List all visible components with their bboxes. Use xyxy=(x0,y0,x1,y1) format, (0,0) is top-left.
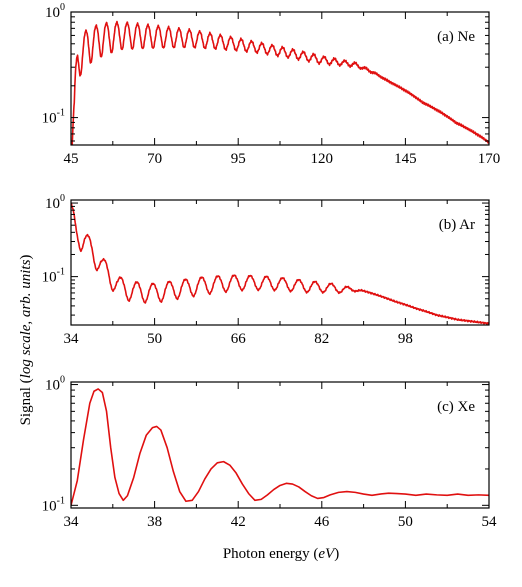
x-tick-label-xe: 50 xyxy=(398,514,413,530)
plot-frame-xe xyxy=(70,381,490,509)
y-tick-label-xe: 100 xyxy=(45,375,65,394)
y-tick-label-ar: 100 xyxy=(45,193,65,212)
panel-ar: 34 50 66 82 98 100 10-1 (b) Ar xyxy=(42,193,490,347)
panel-ne: 45 70 95 120 145 170 100 10-1 (a) Ne xyxy=(42,2,501,167)
x-tick-label-ne: 70 xyxy=(147,151,162,167)
x-tick-label-ar: 98 xyxy=(398,331,413,347)
x-tick-label-ar: 34 xyxy=(64,331,80,347)
x-tick-label-ne: 170 xyxy=(478,151,501,167)
panel-label-xe: (c) Xe xyxy=(437,399,475,415)
y-tick-label-ne: 10-1 xyxy=(42,108,65,127)
x-tick-label-ne: 145 xyxy=(394,151,417,167)
y-axis-title: Signal (log scale, arb. units) xyxy=(18,255,34,426)
x-tick-label-ar: 82 xyxy=(314,331,329,347)
x-tick-label-ne: 120 xyxy=(311,151,334,167)
series-line-ar xyxy=(71,202,489,325)
x-tick-label-xe: 38 xyxy=(147,514,162,530)
x-tick-label-xe: 42 xyxy=(231,514,246,530)
y-tick-label-ar: 10-1 xyxy=(42,267,65,286)
series-line-xe xyxy=(71,388,489,506)
x-tick-label-xe: 54 xyxy=(482,514,498,530)
x-tick-label-ne: 45 xyxy=(64,151,79,167)
x-tick-label-ar: 50 xyxy=(147,331,162,347)
x-axis-title: Photon energy (eV) xyxy=(223,546,339,562)
chart-panels: 45 70 95 120 145 170 100 10-1 (a) Ne 34 50 66 82 98 10… xyxy=(42,2,501,530)
x-tick-label-xe: 46 xyxy=(314,514,330,530)
plot-frame-ar xyxy=(70,199,490,326)
panel-label-ne: (a) Ne xyxy=(437,29,475,45)
series-line-ne xyxy=(71,20,489,145)
y-tick-label-ne: 100 xyxy=(45,2,65,21)
panel-xe: 34 38 42 46 50 54 100 10-1 (c) Xe xyxy=(42,375,497,530)
panel-label-ar: (b) Ar xyxy=(439,217,475,233)
plot-frame-ne xyxy=(70,11,490,146)
y-tick-label-xe: 10-1 xyxy=(42,495,65,514)
x-tick-label-xe: 34 xyxy=(64,514,80,530)
x-tick-label-ne: 95 xyxy=(231,151,246,167)
x-tick-label-ar: 66 xyxy=(231,331,247,347)
